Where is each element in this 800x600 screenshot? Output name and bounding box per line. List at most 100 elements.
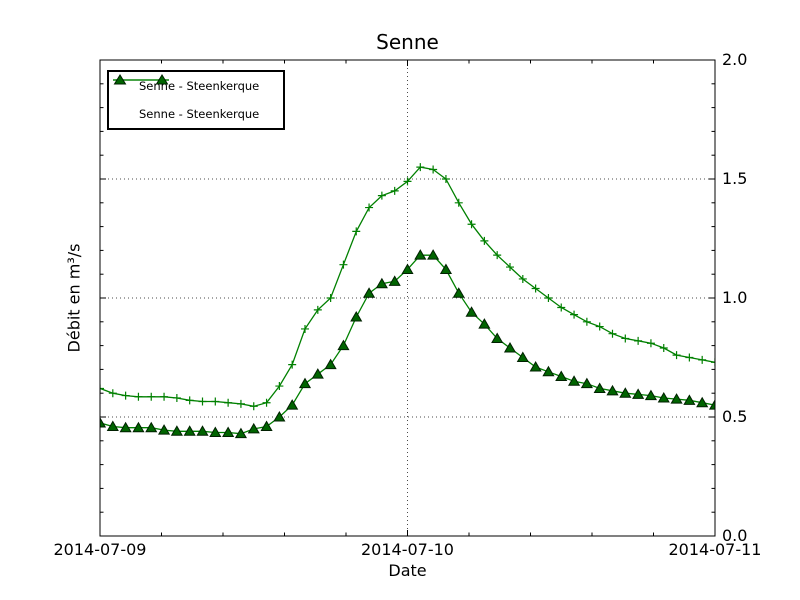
triangle-marker-icon <box>157 424 171 435</box>
plus-marker-icon <box>441 175 450 183</box>
legend-label: Senne - Steenkerque <box>139 107 260 121</box>
triangle-marker-icon <box>670 393 683 404</box>
gridlines <box>100 60 715 536</box>
triangle-marker-icon <box>516 351 529 362</box>
triangle-marker-icon <box>593 382 606 393</box>
triangle-marker-icon <box>683 394 696 405</box>
plus-marker-icon <box>134 392 143 401</box>
triangle-marker-icon <box>401 263 414 274</box>
plus-marker-icon <box>198 397 207 406</box>
triangle-marker-icon <box>106 420 119 432</box>
plus-marker-icon <box>172 393 181 402</box>
triangle-marker-icon <box>100 416 107 428</box>
triangle-marker-icon <box>362 287 376 298</box>
y-tick-label: 1.0 <box>722 288 748 307</box>
triangle-marker-icon <box>452 287 465 298</box>
plus-marker-icon <box>480 236 489 245</box>
plus-marker-icon <box>249 402 258 411</box>
axis-ticks <box>99 59 716 537</box>
plus-marker-icon <box>608 329 617 338</box>
plus-marker-icon <box>493 251 502 260</box>
triangle-marker-icon <box>632 388 645 399</box>
triangle-marker-icon <box>260 420 273 432</box>
plus-marker-icon <box>301 324 309 333</box>
triangle-marker-icon <box>324 358 337 370</box>
y-tick-label: 0.5 <box>722 407 748 426</box>
y-tick-label: 1.5 <box>722 169 748 188</box>
y-axis-label: Débit en m³/s <box>64 243 84 353</box>
plus-marker-icon <box>390 186 399 195</box>
plus-marker-icon <box>582 317 591 326</box>
triangle-marker-icon <box>222 426 235 437</box>
plus-marker-icon <box>659 343 668 352</box>
triangle-marker-icon <box>529 361 542 372</box>
legend-item-triangle: Senne - Steenkerque <box>109 74 283 128</box>
plus-marker-icon <box>557 303 566 312</box>
plus-marker-icon <box>698 355 707 364</box>
triangle-marker-icon <box>619 387 632 398</box>
triangle-marker-icon <box>567 375 581 386</box>
triangle-marker-icon <box>606 384 619 396</box>
plus-marker-icon <box>403 177 412 186</box>
plus-marker-icon <box>544 294 553 302</box>
triangle-marker-icon <box>119 421 132 433</box>
triangle-marker-icon <box>491 332 504 343</box>
plus-marker-icon <box>224 398 233 407</box>
plus-marker-icon <box>621 334 630 343</box>
plus-marker-icon <box>275 382 284 391</box>
plus-marker-icon <box>339 260 348 269</box>
triangle-marker-line-icon <box>113 74 169 85</box>
triangle-marker-icon <box>555 370 568 382</box>
plus-marker-icon <box>262 398 271 407</box>
plus-marker-icon <box>646 339 655 348</box>
triangle-marker-icon <box>580 377 593 389</box>
plus-marker-icon <box>160 392 169 401</box>
plus-marker-icon <box>416 163 425 172</box>
triangle-marker-icon <box>478 318 491 329</box>
plus-marker-icon <box>352 227 361 236</box>
plus-marker-icon <box>672 351 681 360</box>
plus-marker-icon <box>711 358 715 367</box>
triangle-marker-icon <box>132 421 145 433</box>
triangle-marker-icon <box>286 399 299 410</box>
plus-marker-icon <box>100 384 104 393</box>
triangle-marker-icon <box>170 425 183 436</box>
plus-marker-icon <box>326 294 335 302</box>
plus-marker-icon <box>365 203 374 212</box>
data-series <box>100 163 715 439</box>
x-tick-label: 2014-07-11 <box>668 540 762 559</box>
triangle-marker-icon <box>298 377 312 389</box>
plus-marker-icon <box>506 263 514 272</box>
triangle-marker-icon <box>388 275 401 286</box>
x-tick-label: 2014-07-10 <box>361 540 454 559</box>
triangle-marker-icon <box>414 249 427 260</box>
triangle-marker-icon <box>337 339 350 351</box>
plus-marker-icon <box>467 220 476 229</box>
triangle-marker-icon <box>644 389 658 401</box>
triangle-marker-icon <box>657 391 670 403</box>
plot-border <box>99 59 716 537</box>
triangle-marker-icon <box>503 341 517 353</box>
triangle-marker-icon <box>247 422 260 434</box>
triangle-marker-icon <box>375 277 388 289</box>
plus-marker-icon <box>518 274 527 283</box>
plus-marker-icon <box>185 396 194 405</box>
plus-marker-icon <box>454 198 463 207</box>
triangle-marker-icon <box>145 421 158 433</box>
triangle-marker-icon <box>273 411 286 422</box>
y-tick-label: 0.0 <box>722 526 748 545</box>
triangle-marker-icon <box>234 427 248 439</box>
x-tick-label: 2014-07-09 <box>53 540 147 559</box>
plus-marker-icon <box>211 397 220 406</box>
plus-marker-icon <box>570 310 579 319</box>
triangle-marker-icon <box>696 396 709 408</box>
plus-marker-icon <box>121 391 130 400</box>
legend: Senne - Steenkerque Senne - Steenkerque <box>107 70 285 130</box>
triangle-marker-icon <box>708 399 715 410</box>
triangle-marker-icon <box>427 249 440 260</box>
plus-marker-icon <box>313 305 322 314</box>
triangle-marker-icon <box>183 425 196 436</box>
plus-marker-icon <box>147 392 156 401</box>
plus-marker-icon <box>288 360 297 369</box>
